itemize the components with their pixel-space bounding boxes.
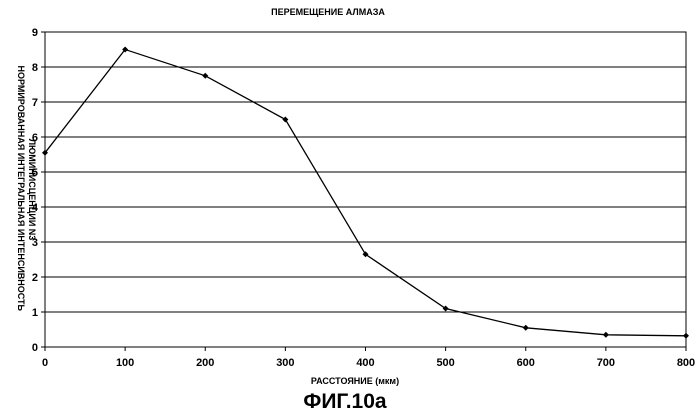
x-tick-label: 500 xyxy=(436,357,454,369)
series-line xyxy=(44,48,687,337)
chart-title: ПЕРЕМЕЩЕНИЕ АЛМАЗА xyxy=(271,7,385,17)
figure-caption: ФИГ.10a xyxy=(303,390,386,412)
data-point xyxy=(522,324,529,331)
data-point xyxy=(282,116,289,123)
y-axis-label: НОРМИРОВАННАЯ ИНТЕГРАЛЬНАЯ ИНТЕНСИВНОСТЬ… xyxy=(16,65,37,313)
x-tick-label: 600 xyxy=(517,357,535,369)
y-tick-label: 4 xyxy=(32,202,39,214)
y-tick-label: 8 xyxy=(32,62,38,74)
data-point xyxy=(683,332,689,339)
y-tick-label: 9 xyxy=(32,27,38,39)
x-axis-ticks: 0 100 200 300 400 500 600 700 800 xyxy=(42,347,695,369)
y-tick-label: 1 xyxy=(32,307,38,319)
x-tick-label: 0 xyxy=(42,357,48,369)
plot-area-frame xyxy=(44,31,687,348)
x-tick-label: 800 xyxy=(677,357,695,369)
y-tick-label: 6 xyxy=(32,132,38,144)
data-point xyxy=(442,305,449,312)
data-point xyxy=(202,72,209,79)
x-tick-label: 300 xyxy=(276,357,294,369)
x-tick-label: 400 xyxy=(356,357,374,369)
x-tick-label: 200 xyxy=(196,357,214,369)
grid-lines xyxy=(45,31,686,348)
data-point xyxy=(122,46,129,53)
y-tick-label: 3 xyxy=(32,237,38,249)
y-tick-label: 0 xyxy=(32,342,38,354)
data-point xyxy=(42,149,48,156)
y-tick-label: 2 xyxy=(32,272,38,284)
x-axis-label: РАССТОЯНИЕ (мкм) xyxy=(311,376,399,386)
y-axis-label-line-2: ЛЮМИНИСЦЕНЦИИ N3 xyxy=(27,139,37,241)
y-axis-ticks: 0 1 2 3 4 5 6 7 8 9 xyxy=(32,27,45,354)
series-group xyxy=(42,46,689,339)
y-axis-label-line-1: НОРМИРОВАННАЯ ИНТЕГРАЛЬНАЯ ИНТЕНСИВНОСТЬ xyxy=(16,65,26,311)
data-point xyxy=(362,251,369,258)
x-tick-label: 100 xyxy=(116,357,134,369)
y-tick-label: 7 xyxy=(32,97,38,109)
y-tick-label: 5 xyxy=(32,167,38,179)
x-tick-label: 700 xyxy=(597,357,615,369)
data-point xyxy=(602,331,609,338)
